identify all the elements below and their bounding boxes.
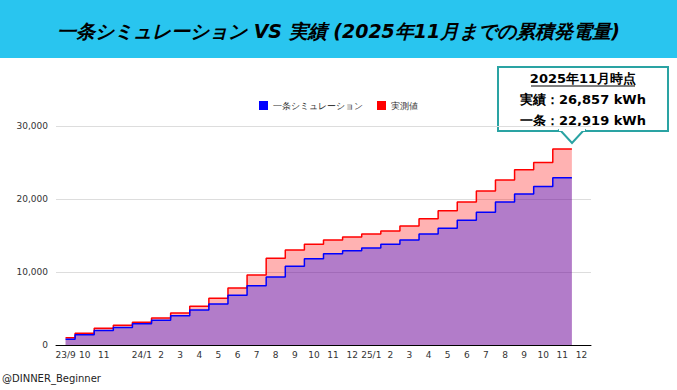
svg-text:10,000: 10,000	[17, 267, 49, 277]
svg-text:5: 5	[445, 350, 451, 360]
svg-text:実績：26,857 kWh: 実績：26,857 kWh	[519, 92, 646, 107]
svg-text:一条シミュレーション VS 実績 (2025年11月までの累: 一条シミュレーション VS 実績 (2025年11月までの累積発電量)	[57, 20, 620, 42]
svg-text:30,000: 30,000	[17, 121, 49, 131]
svg-text:一条：22,919 kWh: 一条：22,919 kWh	[520, 113, 646, 128]
svg-text:実測値: 実測値	[391, 101, 418, 111]
svg-text:2: 2	[158, 350, 164, 360]
svg-text:7: 7	[483, 350, 489, 360]
svg-text:4: 4	[426, 350, 432, 360]
svg-text:3: 3	[407, 350, 413, 360]
svg-text:10: 10	[79, 350, 91, 360]
svg-text:9: 9	[292, 350, 298, 360]
svg-text:4: 4	[196, 350, 202, 360]
svg-text:12: 12	[576, 350, 587, 360]
svg-text:11: 11	[98, 350, 109, 360]
svg-text:23/9: 23/9	[55, 350, 75, 360]
svg-text:3: 3	[177, 350, 183, 360]
svg-text:8: 8	[273, 350, 279, 360]
svg-text:11: 11	[557, 350, 568, 360]
svg-text:25/1: 25/1	[361, 350, 381, 360]
svg-text:12: 12	[346, 350, 357, 360]
svg-text:2025年11月時点: 2025年11月時点	[530, 71, 636, 86]
svg-text:20,000: 20,000	[17, 194, 49, 204]
svg-text:9: 9	[521, 350, 527, 360]
svg-text:10: 10	[538, 350, 550, 360]
svg-text:8: 8	[502, 350, 508, 360]
svg-text:一条シミュレーション: 一条シミュレーション	[273, 101, 363, 111]
svg-text:24/1: 24/1	[132, 350, 152, 360]
svg-text:2: 2	[388, 350, 394, 360]
svg-text:6: 6	[464, 350, 470, 360]
svg-text:@DINNER_Beginner: @DINNER_Beginner	[2, 373, 102, 385]
svg-text:11: 11	[327, 350, 338, 360]
svg-text:5: 5	[216, 350, 222, 360]
svg-text:6: 6	[235, 350, 241, 360]
svg-text:10: 10	[308, 350, 320, 360]
svg-text:0: 0	[42, 340, 48, 350]
svg-text:7: 7	[254, 350, 260, 360]
